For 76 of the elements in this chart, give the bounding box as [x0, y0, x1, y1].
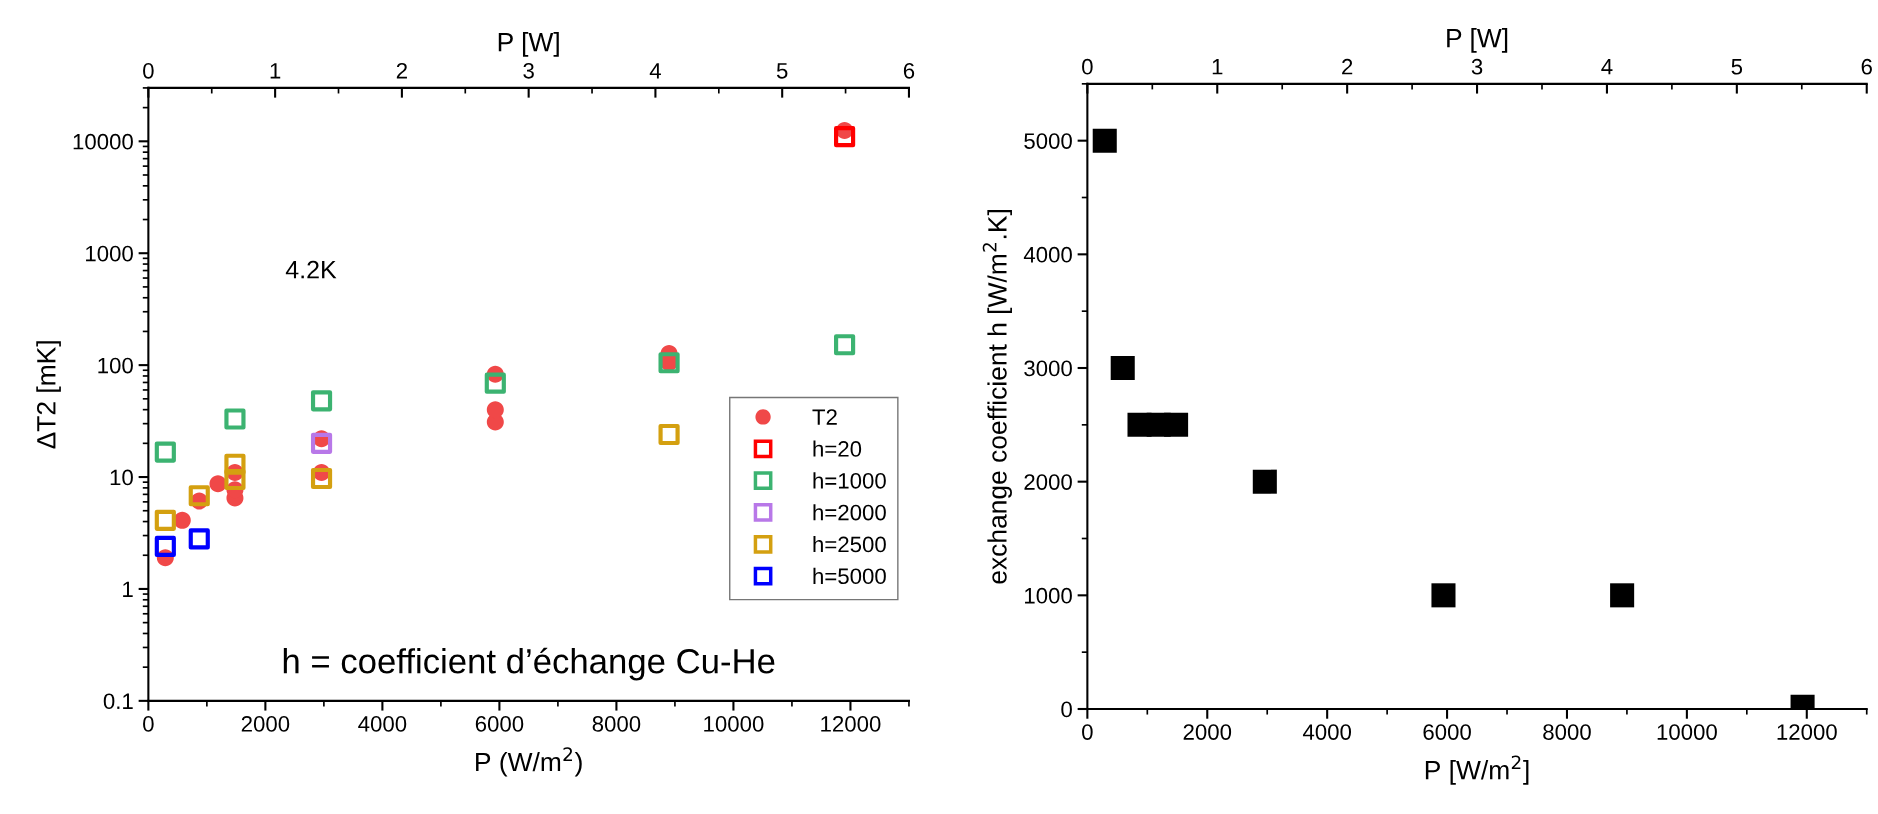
x-axis-title: P [W/m$^{2}$]	[1425, 755, 1529, 785]
point	[310, 432, 333, 454]
x2-tick-label: 4	[1601, 59, 1613, 75]
x-tick-label: 0	[1082, 724, 1093, 740]
point	[834, 126, 856, 148]
x2-tick-label: 5	[776, 63, 788, 79]
point	[310, 467, 333, 490]
legend-label: h=5000	[813, 567, 886, 585]
point	[1252, 469, 1277, 494]
point	[224, 468, 246, 491]
point	[1164, 412, 1189, 437]
x2-tick-label: 0	[143, 62, 154, 79]
y-tick-label: 0.1	[103, 693, 133, 710]
legend-label: h=2000	[813, 504, 886, 521]
x2-tick-label: 6	[1861, 58, 1872, 75]
y-tick-label: 4000	[1023, 246, 1072, 263]
point	[188, 485, 210, 507]
y-tick-label: 100	[98, 357, 133, 374]
legend-label: h=20	[813, 440, 862, 457]
point	[1110, 355, 1135, 381]
y-tick-label: 5000	[1024, 133, 1072, 149]
point	[188, 528, 210, 550]
point	[1610, 583, 1635, 608]
x-tick-label: 4000	[1302, 724, 1352, 740]
x2-tick-label: 2	[396, 62, 407, 79]
x-tick-label: 6000	[475, 716, 524, 732]
x2-axis-title: P [W]	[1447, 28, 1508, 53]
x-tick-label: 12000	[1777, 724, 1837, 740]
x-tick-label: 10000	[704, 716, 764, 732]
legend-label: T2	[812, 409, 837, 425]
y-tick-label: 1000	[1025, 587, 1072, 604]
x2-tick-label: 6	[903, 62, 915, 79]
point	[224, 408, 246, 430]
x-tick-label: 0	[143, 716, 154, 732]
y-axis-title: ΔT2 [mK]	[36, 341, 61, 449]
x2-tick-label: 3	[1471, 58, 1483, 75]
x2-tick-label: 0	[1082, 58, 1093, 75]
x2-axis-title: P [W]	[498, 32, 559, 57]
x-tick-label: 4000	[358, 716, 407, 732]
annotation: 4.2K	[285, 260, 337, 279]
y-tick-label: 3000	[1024, 360, 1072, 377]
y-tick-label: 10	[110, 469, 133, 486]
x-tick-label: 8000	[1543, 724, 1591, 740]
x-tick-label: 12000	[821, 716, 881, 732]
x-tick-label: 2000	[1183, 724, 1232, 740]
x-tick-label: 8000	[592, 716, 641, 732]
point	[658, 423, 680, 446]
x2-tick-label: 3	[523, 62, 534, 79]
x2-tick-label: 4	[649, 63, 661, 79]
point	[834, 334, 856, 356]
point	[1092, 128, 1117, 153]
y-tick-label: 1	[123, 581, 133, 597]
point	[154, 535, 176, 557]
point	[154, 509, 176, 531]
x2-tick-label: 5	[1731, 59, 1743, 75]
x-tick-label: 2000	[241, 716, 290, 732]
point	[224, 453, 246, 475]
legend-label: h=1000	[813, 472, 886, 489]
annotation: h = coefficient d’échange Cu-He	[283, 647, 775, 681]
y-tick-label: 2000	[1024, 474, 1072, 490]
y-tick-label: 1000	[86, 245, 133, 262]
y-tick-label: 0	[1061, 701, 1072, 718]
y-axis-title: exchange coefficient h [W/m$^{2}$.K]	[982, 210, 1012, 584]
x-axis-title: P (W/m$^{2}$)	[476, 747, 582, 777]
point	[154, 441, 176, 463]
point	[484, 372, 506, 394]
y-tick-label: 10000	[73, 133, 133, 150]
point	[310, 390, 333, 412]
x2-tick-label: 1	[1212, 59, 1223, 75]
x2-tick-label: 1	[270, 63, 281, 79]
x-tick-label: 10000	[1657, 724, 1717, 740]
legend-label: h=2500	[813, 535, 886, 553]
point	[173, 511, 191, 529]
point	[1431, 583, 1456, 608]
x-tick-label: 6000	[1423, 724, 1471, 740]
x2-tick-label: 2	[1342, 58, 1353, 75]
